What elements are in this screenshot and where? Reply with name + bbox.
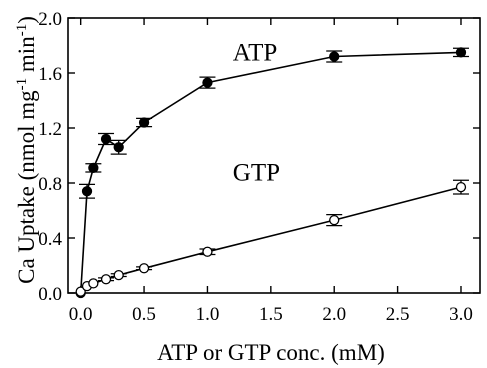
x-tick-label: 1.0	[196, 304, 220, 325]
x-tick-label: 0.0	[69, 304, 93, 325]
y-tick-label: 1.6	[38, 64, 62, 85]
y-tick-label: 0.4	[38, 229, 62, 250]
data-points	[75, 47, 467, 299]
atp-point	[455, 47, 467, 58]
atp-series-label: ATP	[233, 40, 277, 67]
plot-frame	[67, 17, 481, 294]
y-axis-label-part: )	[14, 16, 39, 24]
y-tick-label: 0.8	[38, 174, 62, 195]
gtp-point	[329, 214, 340, 226]
y-tick-label: 0.0	[38, 284, 62, 305]
y-tick-label: 2.0	[38, 9, 62, 30]
gtp-point	[202, 246, 213, 257]
atp-point	[202, 77, 213, 88]
y-axis-label-part: min	[14, 36, 39, 78]
atp-point	[100, 133, 112, 145]
axes	[67, 17, 481, 294]
gtp-point	[88, 278, 99, 289]
atp-point	[88, 162, 99, 174]
y-tick-label: 1.2	[38, 119, 62, 140]
atp-point	[138, 117, 150, 128]
atp-point	[113, 142, 124, 153]
gtp-point	[455, 181, 467, 193]
x-tick-label: 3.0	[449, 304, 473, 325]
gtp-point	[113, 269, 124, 281]
x-tick-label: 1.5	[259, 304, 283, 325]
y-axis-label-sup: -1	[14, 78, 30, 91]
gtp-point	[100, 274, 112, 285]
ticks: 0.0 0.5 1.0 1.5 2.0 2.5 3.0 0.0 0.4 0.8 1.2 1.6 2.0	[38, 9, 480, 325]
gtp-point	[138, 263, 150, 274]
series-labels: ATP GTP	[233, 40, 280, 187]
gtp-series-label: GTP	[233, 159, 280, 186]
y-axis-label-part: Ca Uptake (nmol mg	[14, 90, 39, 284]
gtp-series-line	[80, 186, 462, 293]
x-axis-label: ATP or GTP conc. (mM)	[157, 340, 385, 365]
atp-point	[81, 186, 93, 197]
y-axis-label: Ca Uptake (nmol mg-1 min-1)	[14, 16, 39, 284]
x-tick-label: 0.5	[132, 304, 156, 325]
gtp-point	[75, 286, 86, 297]
atp-point	[329, 51, 340, 62]
x-tick-label: 2.0	[322, 304, 346, 325]
x-tick-label: 2.5	[386, 304, 410, 325]
y-axis-label-sup: -1	[14, 24, 30, 37]
